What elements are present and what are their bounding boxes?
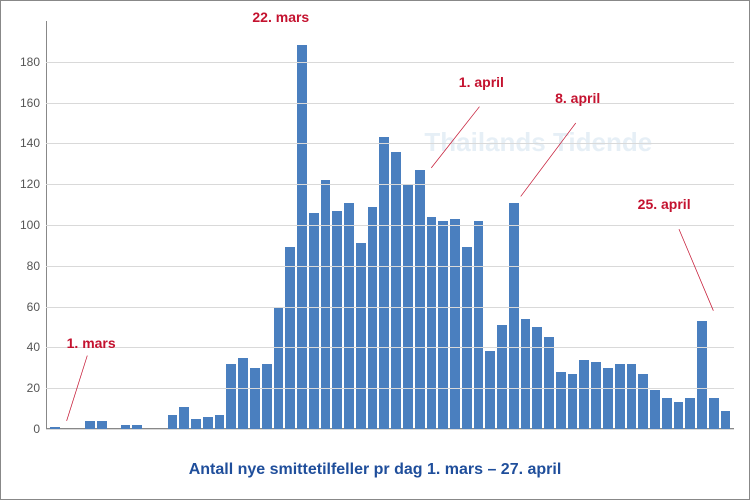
bar bbox=[615, 364, 625, 429]
annotation-label: 22. mars bbox=[252, 9, 309, 25]
bar bbox=[356, 243, 366, 429]
y-tick-label: 180 bbox=[20, 55, 40, 69]
bar bbox=[485, 351, 495, 429]
annotation-label: 1. mars bbox=[67, 335, 116, 351]
bar bbox=[674, 402, 684, 429]
y-tick-label: 160 bbox=[20, 96, 40, 110]
gridline bbox=[46, 347, 734, 348]
bar bbox=[250, 368, 260, 429]
bar bbox=[238, 358, 248, 429]
bar bbox=[532, 327, 542, 429]
chart-caption: Antall nye smittetilfeller pr dag 1. mar… bbox=[1, 461, 749, 479]
plot-area: Thailands Tidende 0204060801001201401601… bbox=[46, 21, 734, 429]
bar bbox=[415, 170, 425, 429]
bar bbox=[721, 411, 731, 429]
gridline bbox=[46, 225, 734, 226]
bar bbox=[368, 207, 378, 429]
y-tick-label: 80 bbox=[27, 259, 40, 273]
gridline bbox=[46, 103, 734, 104]
bar bbox=[191, 419, 201, 429]
gridline bbox=[46, 388, 734, 389]
bar bbox=[450, 219, 460, 429]
bar bbox=[309, 213, 319, 429]
bar bbox=[568, 374, 578, 429]
gridline bbox=[46, 184, 734, 185]
gridline bbox=[46, 266, 734, 267]
gridline bbox=[46, 62, 734, 63]
bar-chart: Thailands Tidende 0204060801001201401601… bbox=[0, 0, 750, 500]
bar bbox=[638, 374, 648, 429]
bar bbox=[168, 415, 178, 429]
bar bbox=[662, 398, 672, 429]
bar bbox=[697, 321, 707, 429]
y-tick-label: 120 bbox=[20, 177, 40, 191]
gridline bbox=[46, 143, 734, 144]
bar bbox=[603, 368, 613, 429]
y-tick-label: 40 bbox=[27, 340, 40, 354]
y-tick-label: 140 bbox=[20, 136, 40, 150]
gridline bbox=[46, 307, 734, 308]
bar bbox=[427, 217, 437, 429]
bar bbox=[332, 211, 342, 429]
bar bbox=[203, 417, 213, 429]
y-tick-label: 20 bbox=[27, 381, 40, 395]
bar bbox=[462, 247, 472, 429]
bar bbox=[274, 307, 284, 429]
bar bbox=[262, 364, 272, 429]
gridline bbox=[46, 429, 734, 430]
bar bbox=[509, 203, 519, 429]
bar bbox=[215, 415, 225, 429]
annotation-label: 8. april bbox=[555, 90, 600, 106]
annotation-label: 25. april bbox=[638, 196, 691, 212]
y-tick-label: 100 bbox=[20, 218, 40, 232]
bar bbox=[627, 364, 637, 429]
y-tick-label: 0 bbox=[33, 422, 40, 436]
bar bbox=[544, 337, 554, 429]
bar bbox=[497, 325, 507, 429]
bar bbox=[85, 421, 95, 429]
y-tick-label: 60 bbox=[27, 300, 40, 314]
annotation-label: 1. april bbox=[459, 74, 504, 90]
bar bbox=[179, 407, 189, 429]
bar bbox=[685, 398, 695, 429]
bar bbox=[709, 398, 719, 429]
bar bbox=[285, 247, 295, 429]
bar bbox=[650, 390, 660, 429]
bar bbox=[97, 421, 107, 429]
bar bbox=[579, 360, 589, 429]
bar bbox=[226, 364, 236, 429]
bar bbox=[321, 180, 331, 429]
bar bbox=[344, 203, 354, 429]
bar bbox=[556, 372, 566, 429]
bar bbox=[521, 319, 531, 429]
bar bbox=[474, 221, 484, 429]
bar bbox=[591, 362, 601, 429]
bar bbox=[438, 221, 448, 429]
bar bbox=[379, 137, 389, 429]
